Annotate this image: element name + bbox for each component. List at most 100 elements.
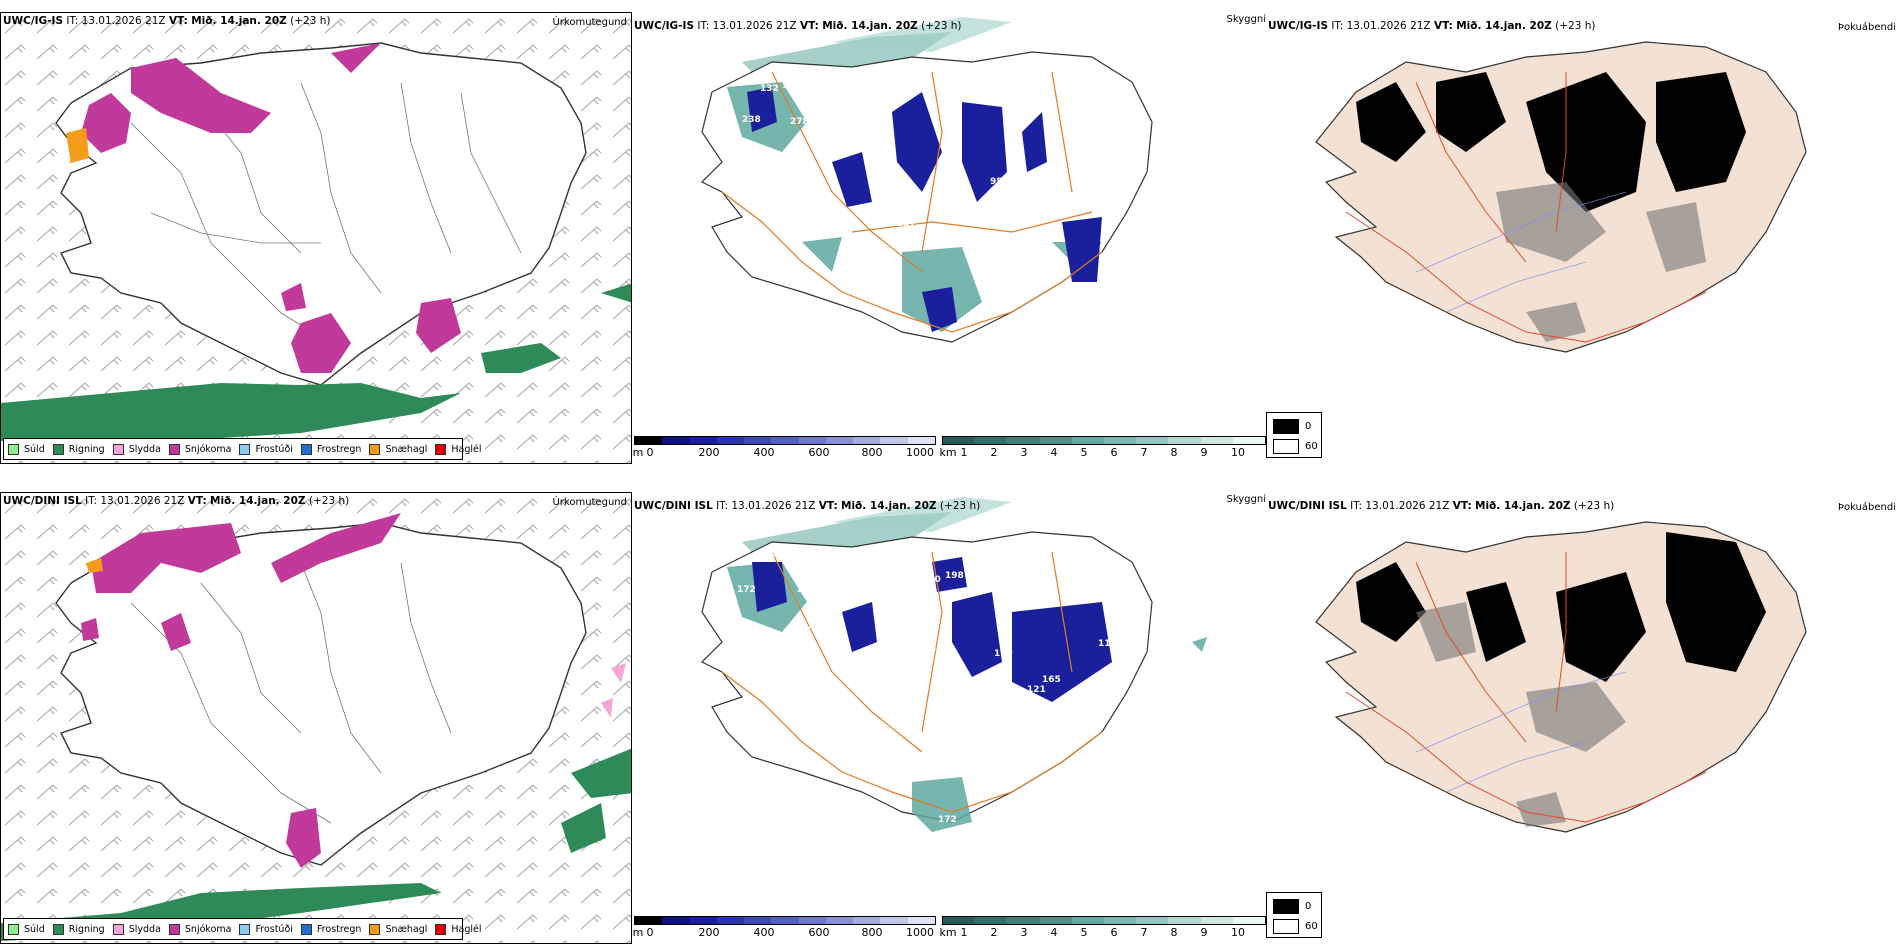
legend-label: Frostúði <box>255 443 293 455</box>
precip-map-top <box>1 13 631 463</box>
panel-type-title: Skyggni <box>1226 494 1266 505</box>
vis-value: 119 <box>994 649 1013 659</box>
legend-item: Snjókoma <box>168 923 232 935</box>
scale-tick: 10 <box>1231 446 1245 459</box>
scale-tick: 800 <box>861 446 883 459</box>
visibility-map-top: 132 124 238 278 149 83 300 137 98 96 94 … <box>700 17 1153 381</box>
visibility-panel-top: 132 124 238 278 149 83 300 137 98 96 94 … <box>632 12 1268 464</box>
fog-panel-top: UWC/IG-IS IT: 13.01.2026 21Z VT: Mið. 14… <box>1266 12 1900 408</box>
height-scale-ticks: m 0 200 400 600 800 1000 <box>632 445 936 459</box>
scale-tick: 2 <box>990 926 998 939</box>
scale-unit: km <box>939 926 957 939</box>
scale-tick: 200 <box>698 926 720 939</box>
scale-unit: km <box>939 446 957 459</box>
km-scale: km 1 2 3 4 5 6 7 8 9 10 <box>939 436 1266 462</box>
vis-value: 96 <box>992 199 1005 209</box>
vis-value: 471 <box>972 567 991 577</box>
vt-value: Mið. 14.jan. 20Z <box>822 20 918 32</box>
panel-header: UWC/IG-IS IT: 13.01.2026 21Z VT: Mið. 14… <box>1268 20 1595 32</box>
precip-type-panel-bottom: UWC/DINI ISL IT: 13.01.2026 21Z VT: Mið.… <box>0 492 632 944</box>
panel-type-title: Úrkomutegund <box>552 497 627 508</box>
height-scale-ticks: m 0 200 400 600 800 1000 <box>632 925 936 939</box>
vis-value: 106 <box>880 627 899 637</box>
vis-value: 380 <box>758 549 777 559</box>
roads <box>1345 552 1707 823</box>
scale-tick: 10 <box>1231 926 1245 939</box>
model-name: UWC/IG-IS <box>3 15 64 27</box>
scale-tick: 3 <box>1020 446 1028 459</box>
km-scale-bar <box>942 436 1266 445</box>
legend-swatch <box>369 443 381 455</box>
legend-item: Frostregn <box>300 923 362 935</box>
vis-dark-areas <box>752 557 1112 702</box>
vis-value: 305 <box>878 587 897 597</box>
fog-label-dark: 0 <box>1305 901 1312 912</box>
precip-type-panel-top: UWC/IG-IS IT: 13.01.2026 21Z VT: Mið. 14… <box>0 12 632 464</box>
lead-time: (+23 h) <box>308 495 350 507</box>
fog-panel-bottom: UWC/DINI ISL IT: 13.01.2026 21Z VT: Mið.… <box>1266 492 1900 888</box>
scale-tick: 4 <box>1050 926 1058 939</box>
fog-map-bottom <box>1315 521 1807 833</box>
height-scale-bar <box>634 916 936 925</box>
scale-unit: m <box>632 446 644 459</box>
vt-label: VT: <box>1433 20 1453 32</box>
panel-header: UWC/IG-IS IT: 13.01.2026 21Z VT: Mið. 14… <box>634 20 961 32</box>
legend-swatch <box>435 443 447 455</box>
visibility-panel-bottom: 380 145 172 277 187 305 240 198 471 163 … <box>632 492 1268 944</box>
legend-item: Snjókoma <box>168 443 231 455</box>
it-value: 13.01.2026 21Z <box>1346 20 1431 32</box>
vis-value: 278 <box>790 117 809 127</box>
vis-dark-areas <box>747 87 1102 332</box>
scale-tick: 400 <box>753 446 775 459</box>
vis-value: 115 <box>912 849 931 859</box>
legend-swatch <box>112 923 124 935</box>
fog-swatch-dark <box>1273 899 1299 914</box>
scale-unit: m <box>632 926 644 939</box>
vis-value: 163 <box>807 621 826 631</box>
legend-label: Haglél <box>451 923 482 935</box>
legend-item: Frostúði <box>239 923 293 935</box>
sleet-areas <box>601 663 626 718</box>
lead-time: (+23 h) <box>1555 20 1596 32</box>
scale-tick: 9 <box>1200 926 1208 939</box>
it-label: IT: <box>1331 20 1344 32</box>
legend-label: Frostregn <box>316 923 362 935</box>
legend-label: Súld <box>24 443 45 455</box>
legend-label: Slydda <box>128 923 161 935</box>
fog-swatch-dark <box>1273 419 1299 434</box>
vt-value: Mið. 14.jan. 20Z <box>1475 500 1571 512</box>
vt-label: VT: <box>187 495 207 507</box>
legend-label: Snjókoma <box>184 923 232 935</box>
vis-value: 238 <box>742 115 761 125</box>
legend-label: Rigning <box>68 923 105 935</box>
panel-type-title: Þokuábendi <box>1837 22 1896 33</box>
lead-time: (+23 h) <box>1573 500 1615 512</box>
it-label: IT: <box>85 495 98 507</box>
scale-tick: 1000 <box>906 446 934 459</box>
model-name: UWC/IG-IS <box>1268 20 1329 32</box>
fog-dark-areas <box>1356 532 1766 682</box>
roads <box>1345 72 1707 343</box>
panel-header: UWC/DINI ISL IT: 13.01.2026 21Z VT: Mið.… <box>1268 500 1614 512</box>
legend-label: Frostregn <box>316 443 362 455</box>
vis-value: 91 <box>945 350 958 360</box>
legend-swatch <box>52 923 64 935</box>
fog-grey-areas <box>1416 602 1626 827</box>
vis-value: 203 <box>1047 733 1066 743</box>
it-label: IT: <box>697 20 710 32</box>
legend-item: Súld <box>8 923 45 935</box>
vt-value: Mið. 14.jan. 20Z <box>191 15 287 27</box>
legend-swatch <box>168 443 180 455</box>
km-scale-ticks: km 1 2 3 4 5 6 7 8 9 10 <box>939 925 1266 939</box>
it-value: 13.01.2026 21Z <box>100 495 185 507</box>
lead-time: (+23 h) <box>921 20 962 32</box>
legend-label: Slydda <box>128 443 161 455</box>
fog-dark-areas <box>1356 72 1746 212</box>
fog-label-light: 60 <box>1305 441 1318 452</box>
legend-swatch <box>239 923 251 935</box>
scale-tick: 2 <box>990 446 998 459</box>
scale-tick: 4 <box>1050 446 1058 459</box>
vis-value: 98 <box>930 645 943 655</box>
vis-value: 187 <box>820 587 839 597</box>
legend-item: Slydda <box>112 443 161 455</box>
